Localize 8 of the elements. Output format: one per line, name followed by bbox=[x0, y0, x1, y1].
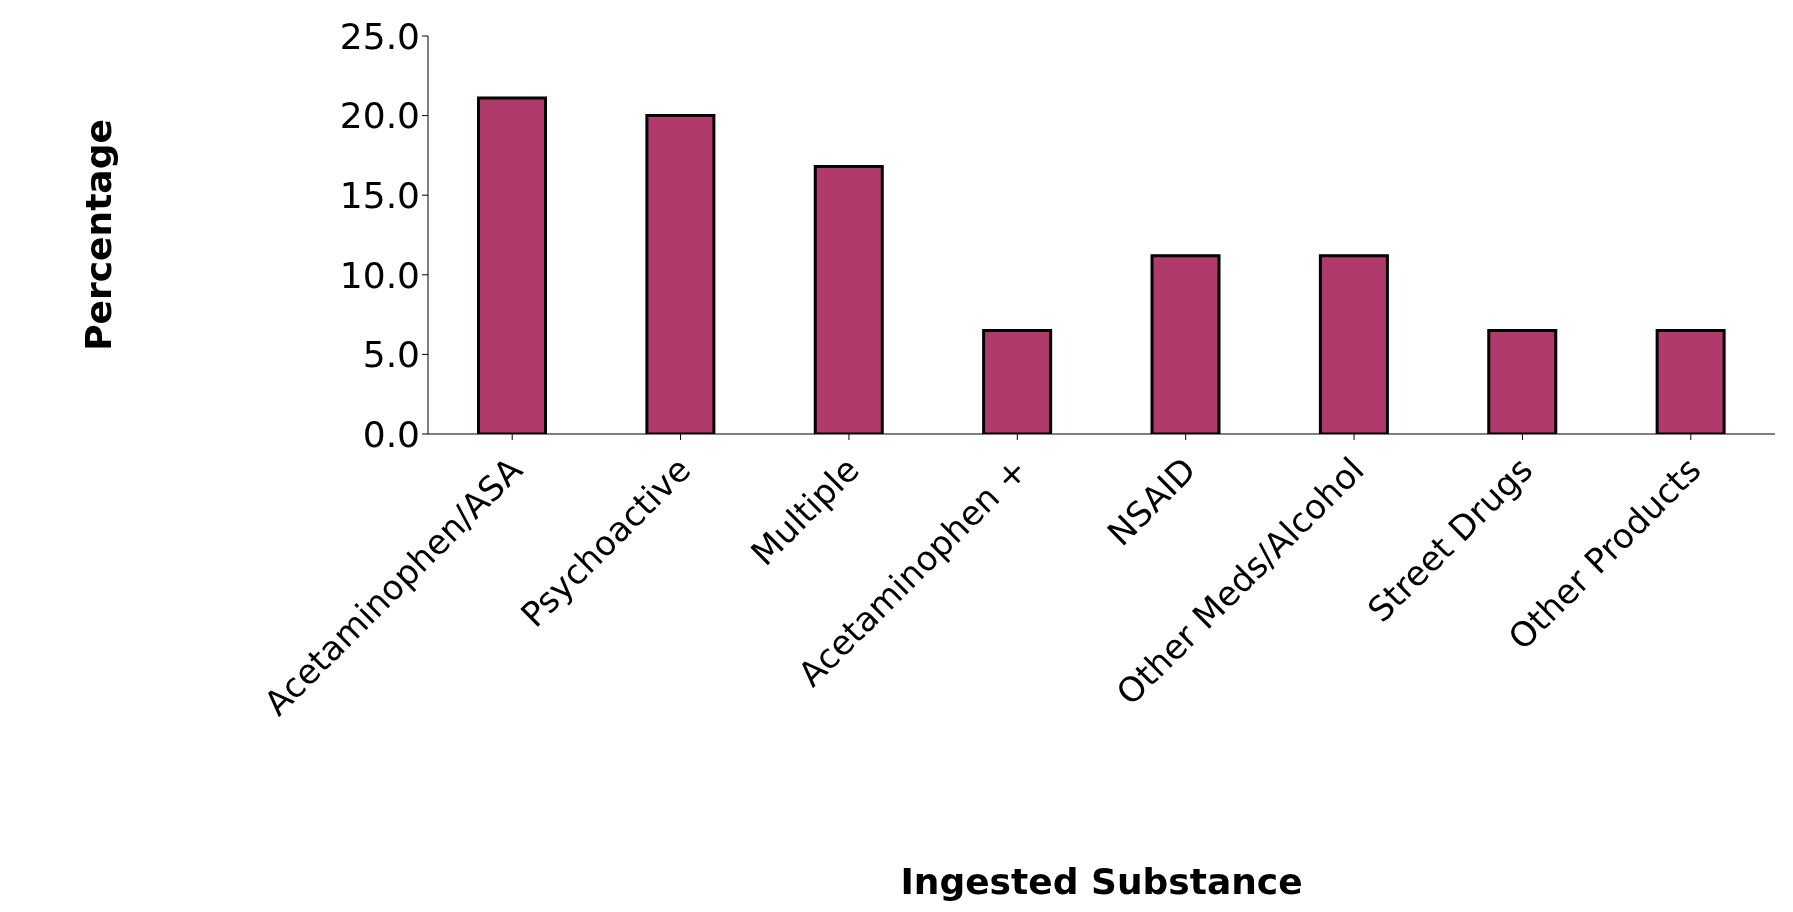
x-axis-title: Ingested Substance bbox=[900, 861, 1303, 902]
y-axis-title: Percentage bbox=[77, 119, 119, 351]
y-tick-label: 15.0 bbox=[339, 174, 420, 216]
y-tick-label: 0.0 bbox=[362, 413, 420, 455]
y-tick-label: 25.0 bbox=[339, 15, 420, 57]
y-tick-label: 10.0 bbox=[339, 254, 420, 296]
y-tick-label: 5.0 bbox=[362, 334, 420, 376]
y-tick-label: 20.0 bbox=[339, 95, 420, 137]
